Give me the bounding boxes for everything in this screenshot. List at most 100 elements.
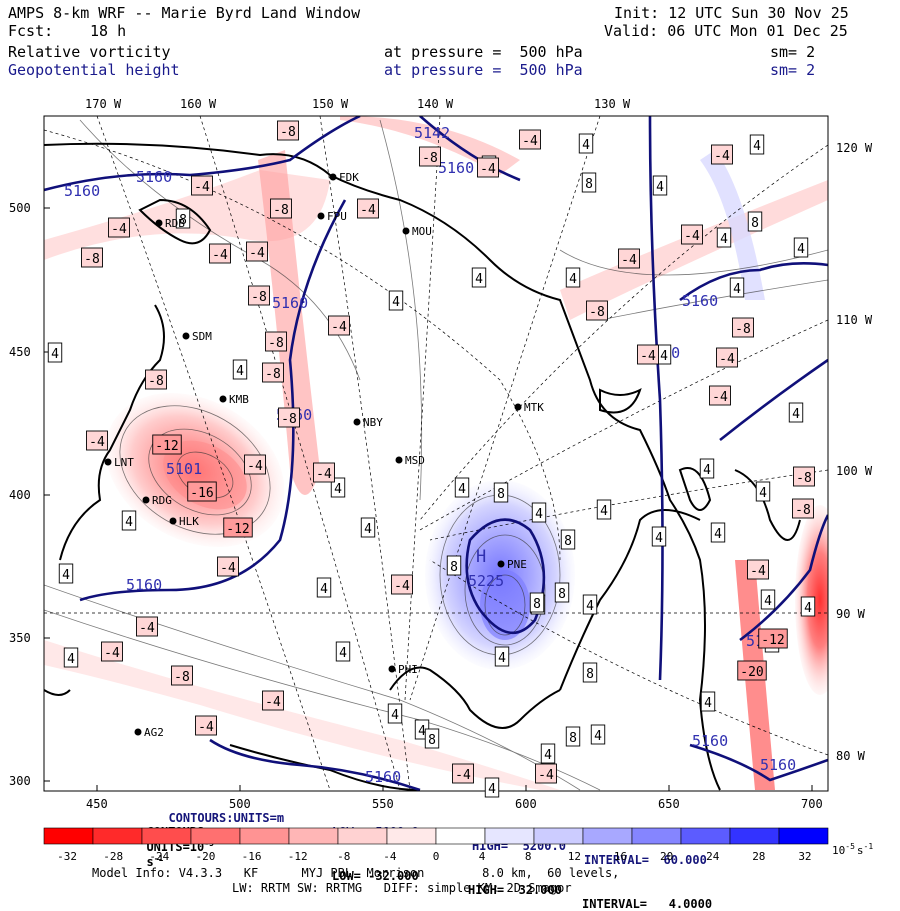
vorticity-value-box: -12 — [758, 628, 788, 649]
svg-text:-4: -4 — [480, 162, 496, 177]
vorticity-value-box: -4 — [535, 763, 557, 784]
vorticity-value-box: -8 — [277, 120, 299, 141]
svg-text:8: 8 — [564, 534, 572, 549]
station-dot — [155, 219, 163, 227]
svg-text:-4: -4 — [522, 134, 538, 149]
station-dot — [497, 560, 505, 568]
svg-text:-8: -8 — [268, 336, 284, 351]
svg-text:4: 4 — [759, 486, 767, 501]
vorticity-value-box: 4 — [335, 641, 351, 662]
bottom-tick-label: 500 — [229, 797, 251, 811]
right-lon-label: 80 W — [836, 749, 866, 763]
vorticity-value-box: 4 — [749, 134, 765, 155]
vorticity-value-box: -4 — [391, 574, 413, 595]
vorticity-value-box: 4 — [540, 743, 556, 764]
right-lon-label: 120 W — [836, 141, 873, 155]
vorticity-value-box: 4 — [471, 267, 487, 288]
station-label: PHI — [398, 663, 418, 676]
coastline — [44, 142, 801, 791]
svg-text:4: 4 — [720, 232, 728, 247]
svg-text:-4: -4 — [538, 768, 554, 783]
vorticity-value-box: -8 — [792, 498, 814, 519]
map-frame — [43, 115, 829, 792]
contour-interval: INTERVAL= 4.0000 — [582, 897, 713, 911]
valid-time: Valid: 06 UTC Mon 01 Dec 25 — [604, 22, 848, 40]
vorticity-value-box: -8 — [278, 407, 300, 428]
model-info-physics: LW: RRTM SW: RRTMG DIFF: simple KM: 2D S… — [232, 881, 572, 895]
colorbar-label: 24 — [706, 850, 720, 863]
svg-text:4: 4 — [804, 601, 812, 616]
height-label: 5160 — [682, 292, 718, 310]
vorticity-value-box: 8 — [529, 592, 545, 613]
svg-text:-4: -4 — [198, 720, 214, 735]
vorticity-value-box: -4 — [86, 430, 108, 451]
svg-text:-4: -4 — [111, 222, 127, 237]
colorbar-label: 32 — [798, 850, 811, 863]
station-label: LNT — [114, 456, 134, 469]
colorbar-cell — [484, 827, 535, 845]
colorbar-label: -16 — [242, 850, 262, 863]
contour-units: UNITS=m — [233, 811, 285, 825]
colorbar-units: 10-5 s-1 — [832, 842, 873, 857]
init-time: Init: 12 UTC Sun 30 Nov 25 — [614, 4, 849, 22]
height-label: 5101 — [166, 460, 202, 478]
colorbar-cells — [43, 827, 829, 845]
left-tick-label: 400 — [9, 488, 31, 502]
svg-text:4: 4 — [753, 139, 761, 154]
vorticity-value-box: -8 — [145, 369, 167, 390]
colorbar-label: 16 — [614, 850, 627, 863]
colorbar-cell — [337, 827, 388, 845]
vorticity-value-box: -4 — [357, 198, 379, 219]
svg-text:4: 4 — [334, 482, 342, 497]
colorbar-cell — [631, 827, 682, 845]
svg-text:8: 8 — [751, 216, 759, 231]
vorticity-value-box: -16 — [187, 481, 217, 502]
svg-text:-8: -8 — [589, 305, 605, 320]
vorticity-value-box: 4 — [578, 133, 594, 154]
vorticity-value-box: -8 — [262, 362, 284, 383]
colorbar-label: 28 — [752, 850, 765, 863]
vorticity-labels: 4444444444444444444444444444444444444448… — [47, 120, 816, 798]
svg-text:4: 4 — [660, 349, 668, 364]
colorbar-cell — [92, 827, 143, 845]
svg-text:-4: -4 — [684, 229, 700, 244]
station-dot — [317, 212, 325, 220]
left-tick-label: 450 — [9, 345, 31, 359]
field2-level: at pressure = 500 hPa — [384, 61, 583, 79]
vorticity-value-box: -4 — [477, 157, 499, 178]
left-tick-label: 300 — [9, 774, 31, 788]
svg-text:4: 4 — [498, 651, 506, 666]
svg-text:4: 4 — [594, 729, 602, 744]
map-title: AMPS 8-km WRF -- Marie Byrd Land Window — [8, 4, 361, 22]
vorticity-value-box: -8 — [732, 317, 754, 338]
svg-text:4: 4 — [733, 282, 741, 297]
forecast-label: Fcst: — [8, 22, 54, 40]
colorbar-cell — [288, 827, 339, 845]
vorticity-value-box: -4 — [195, 715, 217, 736]
colorbar-cell — [533, 827, 584, 845]
right-lon-label: 100 W — [836, 464, 873, 478]
svg-text:-4: -4 — [331, 320, 347, 335]
station-dot — [182, 332, 190, 340]
vorticity-value-box: 4 — [716, 227, 732, 248]
colorbar-label: 8 — [525, 850, 532, 863]
colorbar-cell — [239, 827, 290, 845]
vorticity-value-box: 4 — [788, 402, 804, 423]
vorticity-value-box: 4 — [330, 477, 346, 498]
field1-level: at pressure = 500 hPa — [384, 43, 583, 61]
svg-text:4: 4 — [792, 407, 800, 422]
colorbar-cell — [778, 827, 829, 845]
svg-text:-4: -4 — [394, 579, 410, 594]
vorticity-value-box: 4 — [121, 510, 137, 531]
colorbar-cell — [582, 827, 633, 845]
svg-text:4: 4 — [125, 515, 133, 530]
svg-text:-4: -4 — [360, 203, 376, 218]
height-labels: 5160 5160 5160 5160 5160 5160 5160 5101 … — [64, 124, 796, 786]
vorticity-value-box: -4 — [136, 616, 158, 637]
colorbar-label: -12 — [288, 850, 308, 863]
top-lon-label: 130 W — [594, 97, 631, 111]
colorbar: -32 -28 -24 -20 -16 -12 -8 -4 0 4 8 12 16 20 24 28 32 10… — [43, 827, 873, 863]
height-label: 5160 — [136, 168, 172, 186]
contour-units-tail: s — [146, 855, 154, 869]
vorticity-value-box: -4 — [217, 556, 239, 577]
